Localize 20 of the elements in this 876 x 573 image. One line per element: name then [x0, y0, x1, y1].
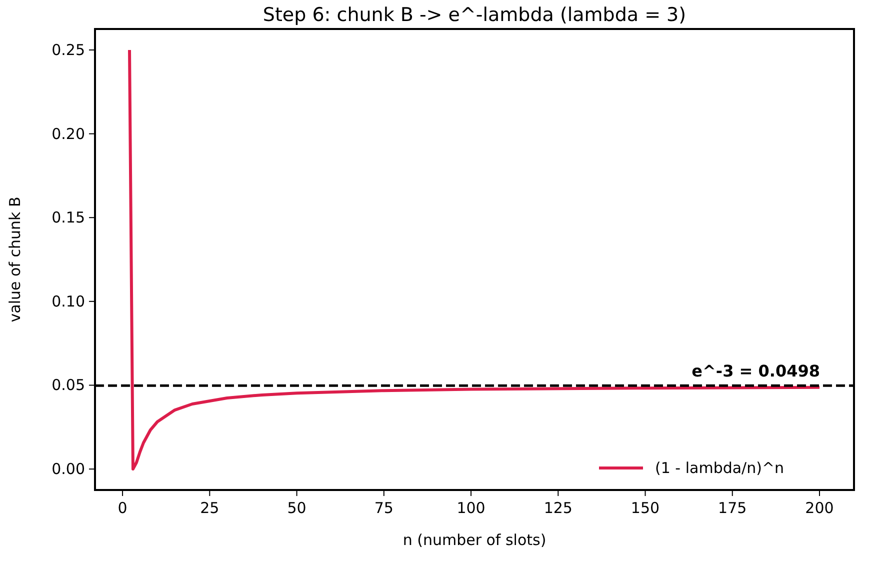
y-tick-label: 0.10 — [52, 292, 85, 310]
x-tick-label: 150 — [630, 499, 660, 517]
y-tick-label: 0.00 — [52, 460, 85, 478]
ref-line-label: e^-3 = 0.0498 — [692, 362, 820, 381]
x-tick-label: 200 — [805, 499, 834, 517]
x-tick-label: 50 — [287, 499, 306, 517]
legend-label: (1 - lambda/n)^n — [655, 459, 784, 477]
y-tick-label: 0.15 — [52, 208, 85, 227]
x-tick-label: 125 — [544, 499, 572, 517]
y-tick-label: 0.20 — [52, 124, 85, 143]
x-tick-label: 100 — [456, 499, 486, 517]
x-tick-label: 25 — [200, 499, 220, 517]
y-axis-title: value of chunk B — [6, 196, 24, 322]
y-tick-label: 0.25 — [52, 40, 85, 59]
x-axis-title: n (number of slots) — [402, 531, 546, 549]
x-tick-label: 0 — [118, 499, 128, 517]
y-tick-label: 0.05 — [52, 376, 85, 394]
chart-title: Step 6: chunk B -> e^-lambda (lambda = 3) — [262, 4, 686, 26]
x-tick-label: 75 — [374, 499, 394, 517]
x-tick-label: 175 — [718, 499, 747, 517]
